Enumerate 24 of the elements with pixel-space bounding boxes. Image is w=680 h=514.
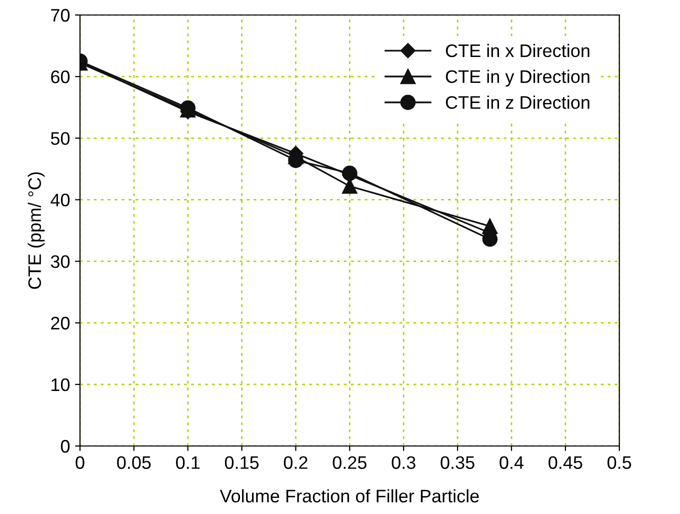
x-tick-label: 0.1	[176, 456, 200, 469]
x-tick-label: 0	[76, 456, 84, 469]
legend-label: CTE in x Direction	[446, 44, 590, 58]
y-tick-label: 60	[51, 70, 70, 84]
legend-label: CTE in z Direction	[446, 96, 590, 109]
x-tick-label: 0.45	[548, 456, 582, 469]
y-tick-label: 0	[60, 440, 70, 453]
x-tick-label: 0.5	[608, 456, 632, 469]
x-tick-label: 0.05	[117, 456, 151, 469]
x-tick-label: 0.15	[224, 456, 259, 469]
x-tick-label: 0.35	[440, 456, 474, 469]
y-tick-label: 20	[51, 316, 70, 330]
x-tick-label: 0.25	[332, 456, 366, 469]
y-tick-label: 70	[51, 8, 70, 22]
legend-label: CTE in y Direction	[446, 70, 590, 87]
y-tick-label: 40	[50, 194, 70, 206]
x-tick-label: 0.2	[284, 456, 308, 469]
x-tick-label: 0.3	[392, 456, 416, 469]
y-tick-label: 10	[52, 378, 70, 392]
y-tick-label: 50	[50, 132, 70, 145]
x-tick-label: 0.4	[500, 456, 524, 469]
y-tick-label: 30	[50, 255, 70, 268]
y-axis-title: CTE (ppm/ °C)	[28, 172, 45, 289]
x-axis-title: Volume Fraction of Filler Particle	[220, 489, 479, 502]
